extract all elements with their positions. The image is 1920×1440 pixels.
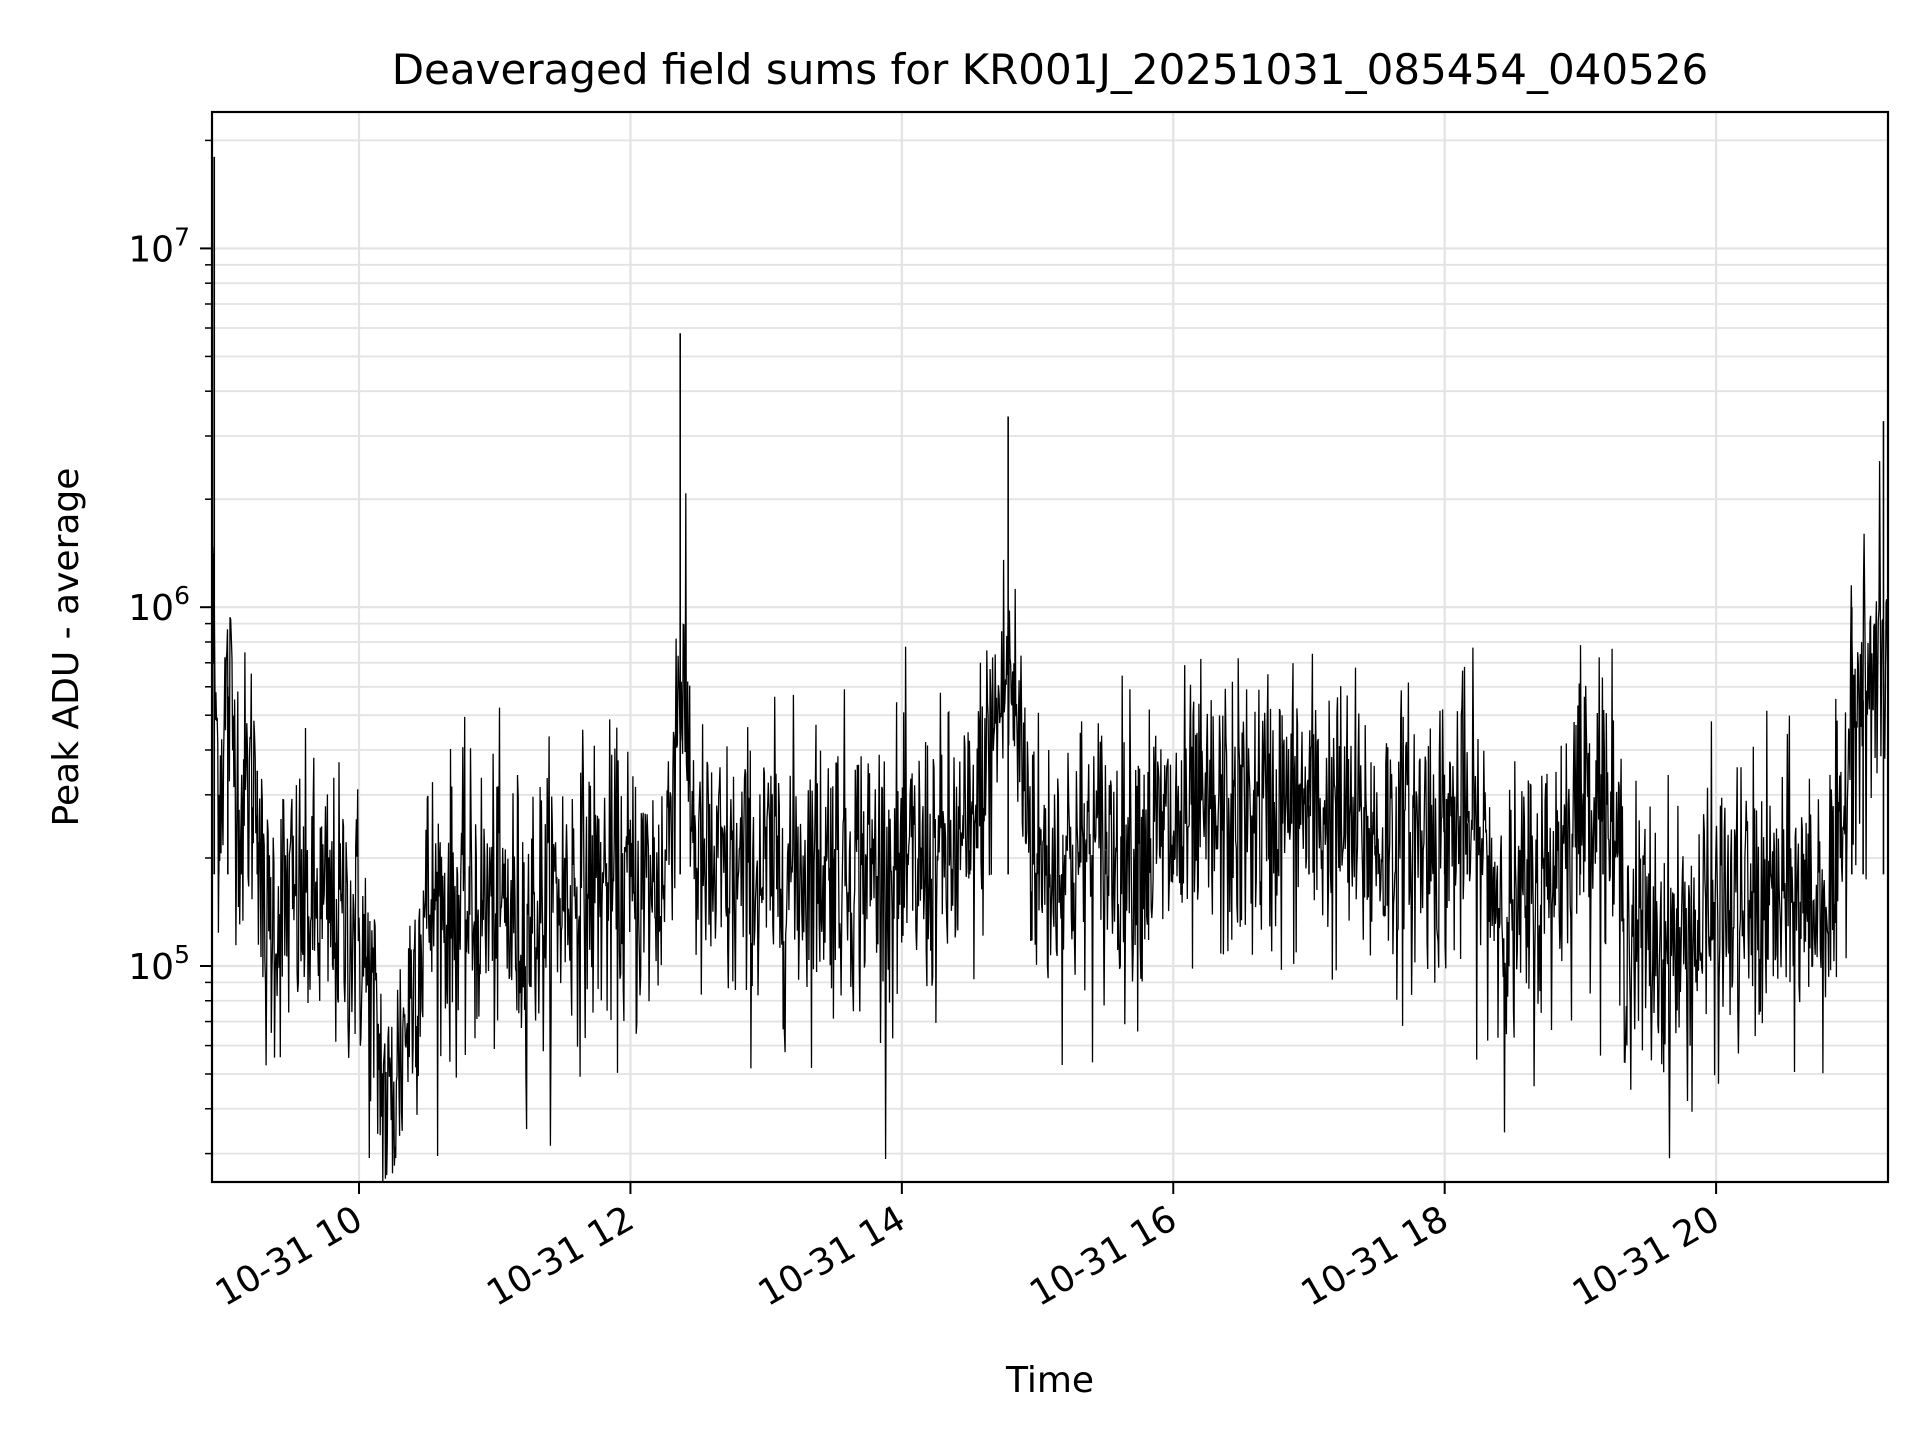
y-tick-label: 106 bbox=[128, 581, 190, 629]
series-line bbox=[212, 461, 1888, 1182]
y-tick-label: 107 bbox=[128, 222, 190, 270]
y-tick-label: 105 bbox=[128, 940, 190, 988]
plot-frame bbox=[210, 110, 1890, 1184]
chart-title: Deaveraged field sums for KR001J_2025103… bbox=[392, 45, 1709, 94]
x-axis-label: Time bbox=[1005, 1360, 1094, 1401]
y-axis-label: Peak ADU - average bbox=[46, 468, 87, 827]
grid bbox=[212, 112, 1888, 1182]
series-layer bbox=[212, 156, 1888, 1182]
